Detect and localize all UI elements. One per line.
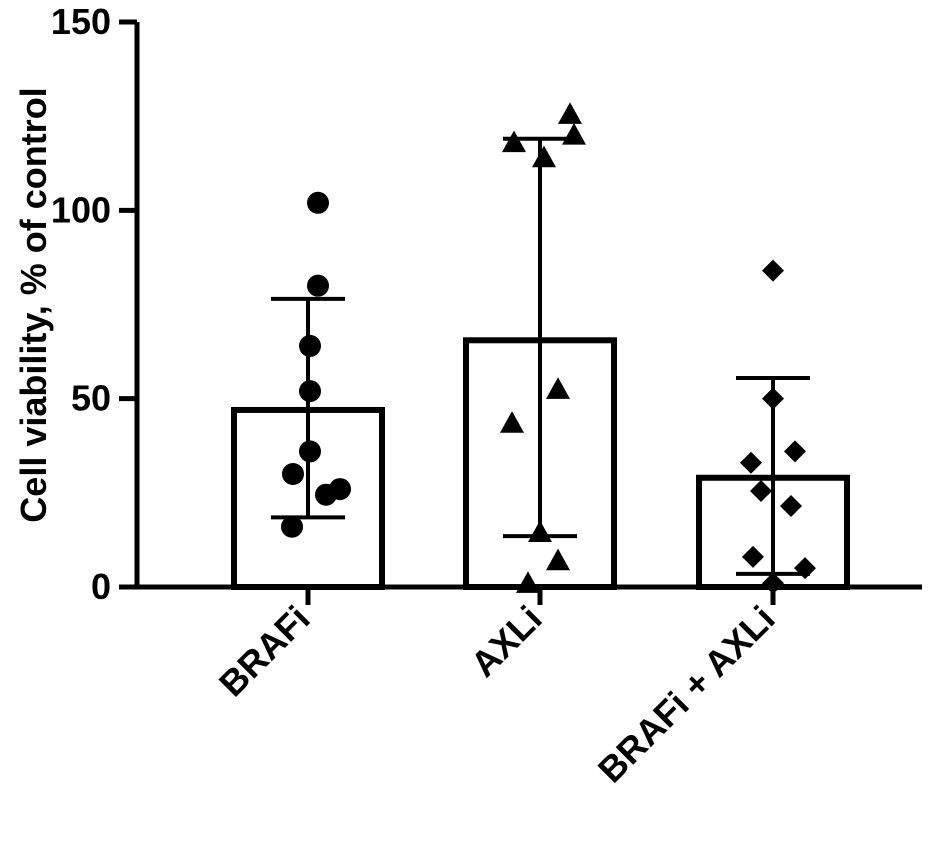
data-point-diamond [762, 387, 784, 410]
y-tick-label: 150 [51, 1, 111, 42]
data-point-triangle [562, 123, 586, 145]
data-point-circle [299, 440, 321, 463]
data-point-circle [315, 483, 337, 506]
data-point-diamond [784, 440, 806, 463]
x-tick-label: BRAFi + AXLi [590, 598, 783, 791]
data-point-diamond [750, 479, 772, 502]
data-point-triangle [546, 377, 570, 399]
data-point-diamond [742, 545, 764, 568]
data-point-diamond [762, 259, 784, 282]
y-ticks: 0 50 100 150 [51, 1, 137, 607]
data-point-triangle [546, 548, 570, 571]
data-point-diamond [740, 451, 762, 474]
data-point-triangle [558, 102, 582, 124]
data-point-diamond [794, 557, 816, 580]
data-point-circle [281, 515, 303, 538]
data-point-triangle [500, 411, 524, 433]
y-tick-label: 0 [91, 566, 111, 607]
data-points [281, 102, 816, 595]
data-point-diamond [780, 495, 802, 518]
data-point-circle [299, 334, 321, 357]
x-ticks: BRAFi AXLi BRAFi + AXLi [211, 587, 783, 790]
axes [134, 22, 922, 590]
data-point-circle [307, 274, 329, 297]
data-point-triangle [532, 145, 556, 168]
y-tick-label: 100 [51, 189, 111, 230]
data-point-triangle [502, 130, 526, 153]
x-tick-label: AXLi [463, 598, 550, 685]
data-point-circle [299, 380, 321, 403]
y-axis-label: Cell viability, % of control [13, 87, 54, 522]
y-tick-label: 50 [71, 378, 111, 419]
data-point-circle [307, 191, 329, 214]
x-tick-label: BRAFi [211, 598, 318, 705]
data-point-triangle [528, 520, 552, 542]
data-point-circle [282, 463, 304, 485]
